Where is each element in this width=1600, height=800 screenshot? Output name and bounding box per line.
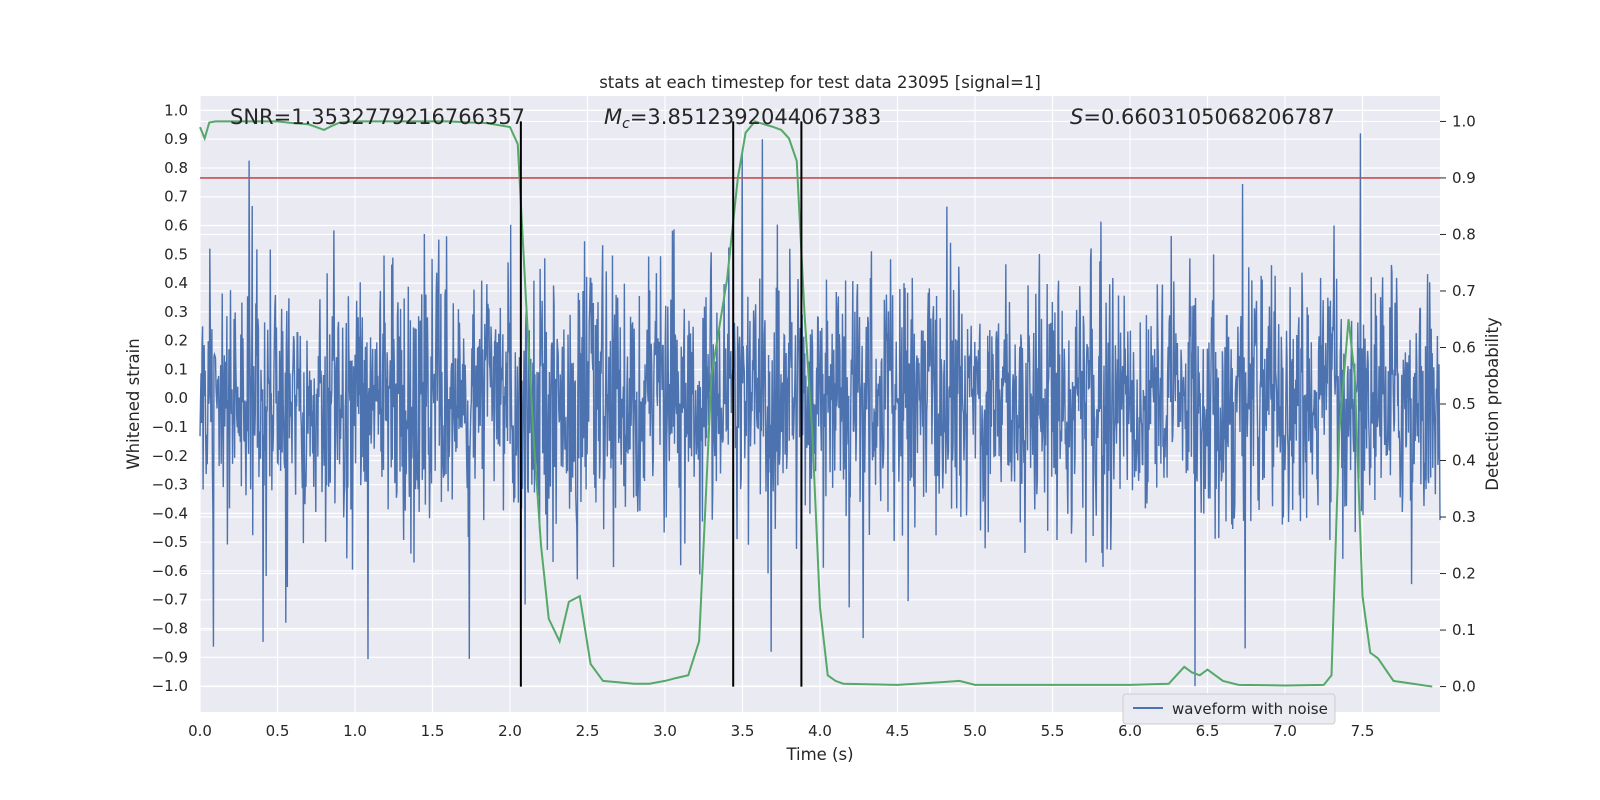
chirp-mass-annotation: Mc=3.8512392044067383 xyxy=(604,105,881,132)
snr-annotation: SNR=1.3532779216766357 xyxy=(230,105,525,129)
y-tick-label-right: 0.3 xyxy=(1452,508,1476,526)
y-tick-label-right: 0.7 xyxy=(1452,282,1476,300)
y-tick-label-left: −0.1 xyxy=(152,418,188,436)
series-area xyxy=(199,120,1441,688)
s-value: =0.6603105068206787 xyxy=(1083,105,1334,129)
ticks: 0.0 0.5 1.0 1.5 2.0 2.5 3.0 3.5 4.0 4.5 5.0 5.5 6.0 6… xyxy=(152,101,1476,740)
y-tick-label-right: 0.0 xyxy=(1452,678,1476,696)
y-tick-label-left: 0.2 xyxy=(164,332,188,350)
x-tick-label: 5.5 xyxy=(1041,722,1065,740)
x-tick-label: 0.0 xyxy=(188,722,212,740)
x-tick-label: 5.0 xyxy=(963,722,987,740)
y-tick-label-left: −0.7 xyxy=(152,591,188,609)
y-tick-label-left: −0.5 xyxy=(152,533,188,551)
y-tick-label-right: 0.6 xyxy=(1452,338,1476,356)
x-axis-label: Time (s) xyxy=(785,745,853,764)
y-tick-label-right: 0.4 xyxy=(1452,452,1476,470)
y-tick-label-left: 0.8 xyxy=(164,159,188,177)
legend: waveform with noise xyxy=(1122,693,1336,725)
y-tick-label-left: 0.0 xyxy=(164,389,188,407)
y-tick-label-left: 0.7 xyxy=(164,188,188,206)
y-tick-label-left: 0.1 xyxy=(164,360,188,378)
y-tick-label-left: 0.3 xyxy=(164,303,188,321)
chirp-mass-subscript: c xyxy=(622,116,630,132)
y-tick-label-left: 0.5 xyxy=(164,245,188,263)
chart-title: stats at each timestep for test data 230… xyxy=(599,73,1041,92)
x-tick-label: 4.5 xyxy=(886,722,910,740)
legend-label-waveform: waveform with noise xyxy=(1172,700,1328,718)
x-tick-label: 3.0 xyxy=(653,722,677,740)
y-tick-label-left: −0.9 xyxy=(152,648,188,666)
y-tick-label-left: 0.9 xyxy=(164,130,188,148)
x-tick-label: 1.5 xyxy=(421,722,445,740)
y-tick-label-right: 0.8 xyxy=(1452,225,1476,243)
s-annotation: S=0.6603105068206787 xyxy=(1070,105,1335,129)
y-tick-label-left: −0.4 xyxy=(152,504,188,522)
x-tick-label: 7.5 xyxy=(1351,722,1375,740)
y-tick-label-left: 0.4 xyxy=(164,274,188,292)
y-tick-label-right: 0.9 xyxy=(1452,169,1476,187)
y-tick-label-left: 0.6 xyxy=(164,217,188,235)
x-tick-label: 3.5 xyxy=(731,722,755,740)
chirp-mass-value: =3.8512392044067383 xyxy=(630,105,881,129)
x-tick-label: 0.5 xyxy=(266,722,290,740)
x-tick-label: 6.0 xyxy=(1118,722,1142,740)
x-tick-label: 1.0 xyxy=(343,722,367,740)
x-tick-label: 2.0 xyxy=(498,722,522,740)
y-tick-label-left: −0.2 xyxy=(152,447,188,465)
x-tick-label: 2.5 xyxy=(576,722,600,740)
waveform-with-noise-line xyxy=(199,133,1441,687)
y-tick-label-left: −0.3 xyxy=(152,476,188,494)
y-tick-label-left: −0.6 xyxy=(152,562,188,580)
detection-probability-line xyxy=(199,120,1433,688)
y-tick-label-left: −1.0 xyxy=(152,677,188,695)
y-axis-label-right: Detection probability xyxy=(1483,317,1502,491)
y-axis-label-left: Whitened strain xyxy=(124,338,143,469)
s-symbol: S xyxy=(1070,105,1083,129)
y-tick-label-left: −0.8 xyxy=(152,620,188,638)
y-tick-label-left: 1.0 xyxy=(164,101,188,119)
chirp-mass-symbol: M xyxy=(604,105,622,129)
y-tick-label-right: 0.5 xyxy=(1452,395,1476,413)
x-tick-label: 6.5 xyxy=(1196,722,1220,740)
y-tick-label-right: 0.2 xyxy=(1452,565,1476,583)
x-tick-label: 7.0 xyxy=(1273,722,1297,740)
y-tick-label-right: 0.1 xyxy=(1452,621,1476,639)
legend-box xyxy=(1122,693,1336,725)
grid xyxy=(199,96,1440,712)
y-tick-label-right: 1.0 xyxy=(1452,112,1476,130)
x-tick-label: 4.0 xyxy=(808,722,832,740)
